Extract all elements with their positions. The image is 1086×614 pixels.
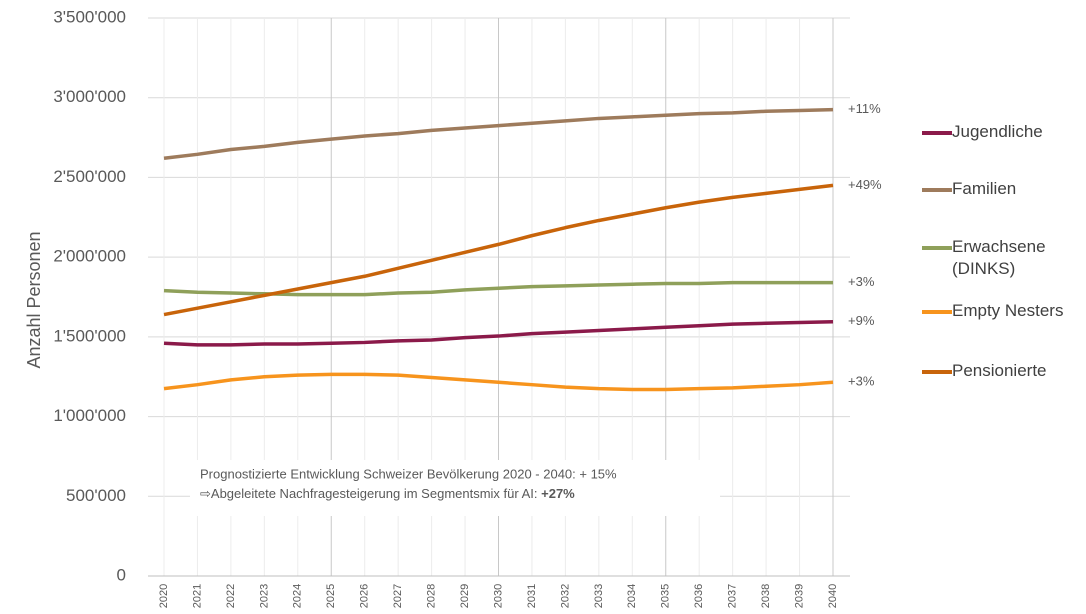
x-tick-label: 2038 <box>760 584 772 608</box>
y-tick-label: 0 <box>117 565 126 584</box>
x-tick-label: 2036 <box>693 584 705 608</box>
legend-item: Erwachsene (DINKS) <box>922 236 1082 280</box>
x-tick-label: 2033 <box>593 584 605 608</box>
y-axis-title: Anzahl Personen <box>24 231 44 368</box>
legend-swatch <box>922 188 952 192</box>
legend-swatch <box>922 246 952 250</box>
y-tick-label: 3'500'000 <box>53 7 126 26</box>
x-tick-label: 2032 <box>559 584 571 608</box>
annotation-highlight: +27% <box>541 486 575 501</box>
legend-item: Pensionierte <box>922 360 1082 382</box>
x-tick-label: 2025 <box>325 584 337 608</box>
x-tick-label: 2022 <box>225 584 237 608</box>
legend-label: Familien <box>952 179 1017 198</box>
y-tick-label: 2'000'000 <box>53 247 126 266</box>
y-tick-label: 1'000'000 <box>53 406 126 425</box>
x-tick-label: 2021 <box>191 584 203 608</box>
x-tick-label: 2031 <box>526 584 538 608</box>
x-tick-label: 2028 <box>426 584 438 608</box>
end-label: +49% <box>848 177 882 192</box>
legend-label: Erwachsene (DINKS) <box>952 237 1046 278</box>
legend-item: Empty Nesters <box>922 300 1082 322</box>
x-tick-label: 2037 <box>727 584 739 608</box>
y-tick-label: 2'500'000 <box>53 167 126 186</box>
series-line <box>163 183 834 317</box>
end-label: +3% <box>848 274 875 289</box>
annotation-text: ⇨Abgeleitete Nachfragesteigerung im Segm… <box>200 486 541 501</box>
legend-swatch <box>922 131 952 135</box>
x-tick-label: 2029 <box>459 584 471 608</box>
legend-label: Empty Nesters <box>952 301 1064 320</box>
x-tick-label: 2034 <box>626 584 638 608</box>
series-line <box>163 372 834 392</box>
annotation-box <box>190 460 720 516</box>
x-tick-label: 2020 <box>158 584 170 608</box>
y-tick-label: 1'500'000 <box>53 326 126 345</box>
legend-label: Pensionierte <box>952 361 1047 380</box>
x-tick-label: 2039 <box>793 584 805 608</box>
x-tick-label: 2030 <box>492 584 504 608</box>
legend-item: Familien <box>922 178 1082 200</box>
series-line <box>163 319 834 347</box>
end-label: +11% <box>848 101 881 116</box>
x-tick-label: 2035 <box>660 584 672 608</box>
y-tick-label: 500'000 <box>66 486 126 505</box>
x-tick-label: 2023 <box>258 584 270 608</box>
x-tick-label: 2027 <box>392 584 404 608</box>
end-label: +3% <box>848 374 875 389</box>
x-tick-label: 2026 <box>359 584 371 608</box>
y-tick-label: 3'000'000 <box>53 87 126 106</box>
series-line <box>163 107 834 161</box>
legend-label: Jugendliche <box>952 122 1043 141</box>
legend-swatch <box>922 370 952 374</box>
x-tick-label: 2024 <box>292 584 304 608</box>
annotation: Prognostizierte Entwicklung Schweizer Be… <box>200 466 617 481</box>
x-tick-label: 2040 <box>827 584 839 608</box>
legend-item: Jugendliche <box>922 121 1082 143</box>
legend-swatch <box>922 310 952 314</box>
annotation: ⇨Abgeleitete Nachfragesteigerung im Segm… <box>200 486 575 501</box>
end-label: +9% <box>848 313 875 328</box>
